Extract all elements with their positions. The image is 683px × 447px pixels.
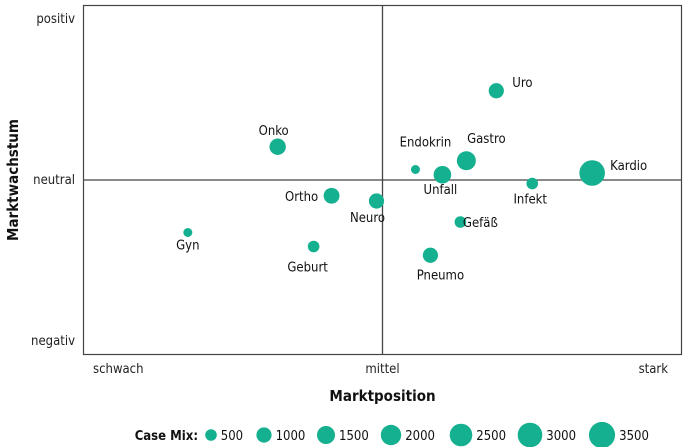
legend-swatch — [317, 426, 335, 444]
x-tick-labels: schwach mittel stark — [93, 362, 668, 377]
y-axis-title: Marktwachstum — [4, 119, 22, 241]
point-label: Infekt — [513, 193, 547, 208]
x-tick-label: stark — [639, 362, 669, 377]
point-label: Pneumo — [417, 268, 464, 283]
point-gyn — [183, 228, 193, 237]
point-infekt — [526, 177, 539, 190]
legend-label: 3000 — [546, 429, 576, 444]
legend-swatch — [588, 421, 616, 447]
y-tick-label: negativ — [31, 334, 75, 349]
point-gastro — [456, 151, 476, 171]
point-onko — [269, 138, 286, 155]
point-uro — [488, 83, 504, 99]
x-tick-label: schwach — [93, 362, 144, 377]
point-label: Onko — [259, 124, 289, 139]
point-label: Unfall — [424, 183, 458, 198]
point-label: Kardio — [610, 159, 647, 174]
point-label: Ortho — [285, 190, 318, 205]
point-label: Geburt — [287, 261, 328, 276]
point-endokrin — [410, 165, 420, 174]
legend-swatch — [449, 423, 473, 447]
point-label: Gastro — [467, 132, 506, 147]
legend-label: 1500 — [339, 429, 369, 444]
legend-label: 3500 — [619, 429, 649, 444]
legend-swatch — [517, 422, 543, 447]
case-mix-legend: Case Mix: 500 1000 1500 2000 2500 3000 3500 — [135, 421, 649, 447]
legend-swatch — [380, 424, 402, 446]
point-unfall — [433, 165, 452, 184]
legend-label: 1000 — [276, 429, 306, 444]
y-tick-labels: positiv neutral negativ — [31, 12, 75, 349]
y-tick-label: neutral — [33, 173, 75, 188]
legend-label: 500 — [221, 429, 243, 444]
point-label: Gefäß — [463, 216, 498, 231]
point-gefäß — [454, 216, 467, 228]
point-ortho — [323, 187, 340, 204]
legend-label: 2500 — [476, 429, 506, 444]
x-tick-label: mittel — [365, 362, 399, 377]
point-label: Gyn — [176, 239, 199, 254]
point-label: Endokrin — [400, 136, 452, 151]
legend-label: 2000 — [405, 429, 435, 444]
data-points: Uro Onko Endokrin Gastro Kardio Unfall Infekt O… — [176, 76, 647, 284]
point-neuro — [368, 193, 385, 209]
point-pneumo — [422, 247, 439, 263]
legend-title: Case Mix: — [135, 429, 198, 444]
x-axis-title: Marktposition — [329, 387, 435, 405]
point-geburt — [307, 240, 320, 253]
point-kardio — [579, 160, 605, 186]
legend-swatch — [256, 427, 272, 443]
point-label: Neuro — [350, 211, 385, 226]
point-label: Uro — [512, 76, 532, 91]
y-tick-label: positiv — [36, 12, 75, 27]
legend-swatch — [205, 429, 217, 441]
